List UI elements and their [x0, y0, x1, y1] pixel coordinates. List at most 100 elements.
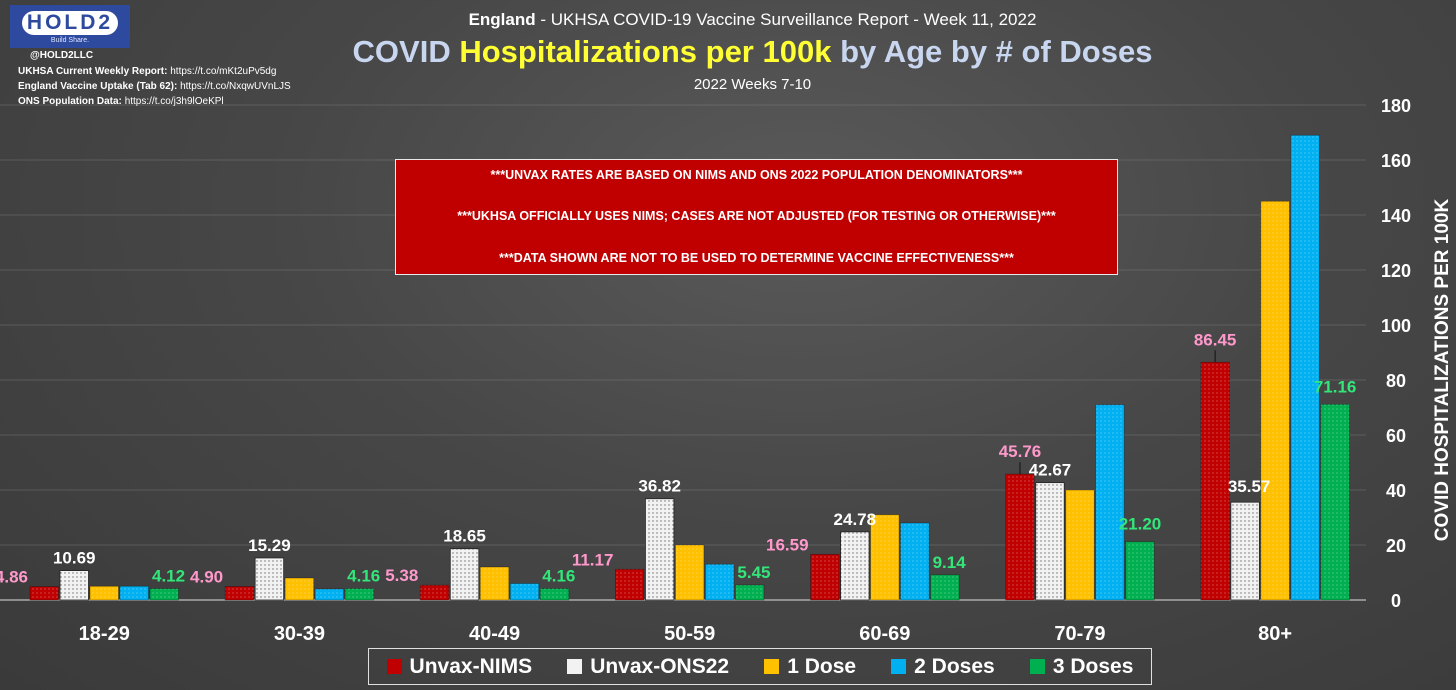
label-unvax-nims-18-29: 4.86	[0, 568, 28, 587]
source-ukhsa-label: UKHSA Current Weekly Report:	[18, 66, 168, 77]
y-tick-160: 160	[1381, 151, 1411, 171]
legend-label-unvax-nims: Unvax-NIMS	[409, 654, 533, 678]
bar-3-doses-30-39	[344, 588, 375, 601]
x-tick-70-79: 70-79	[1054, 623, 1105, 645]
legend-swatch-3-doses	[1029, 659, 1045, 674]
label-3-doses-30-39: 4.16	[347, 567, 380, 586]
source-ons-label: ONS Population Data:	[18, 96, 122, 107]
bar-2-doses-60-69	[900, 522, 930, 601]
bar-3-doses-60-69	[930, 574, 960, 601]
bar-2-doses-18-29	[119, 585, 149, 601]
label-3-doses-80: 71.16	[1314, 377, 1357, 396]
bar-unvax-nims-80	[1200, 361, 1230, 601]
disclaimer-box: ***UNVAX RATES ARE BASED ON NIMS AND ONS…	[395, 159, 1118, 275]
bar-1-dose-30-39	[284, 577, 315, 601]
bar-unvax-ons22-50-59	[645, 498, 675, 601]
x-tick-80: 80+	[1258, 623, 1292, 645]
source-uptake-label: England Vaccine Uptake (Tab 62):	[18, 81, 178, 92]
legend-item-1-dose[interactable]: 1 Dose	[764, 655, 856, 679]
label-unvax-nims-30-39: 4.90	[190, 568, 223, 587]
bar-unvax-nims-30-39	[224, 586, 255, 601]
label-3-doses-60-69: 9.14	[933, 553, 967, 572]
report-country: England	[468, 10, 536, 29]
chart-subtitle: 2022 Weeks 7-10	[693, 76, 812, 93]
legend-item-unvax-ons22[interactable]: Unvax-ONS22	[567, 655, 729, 679]
label-unvax-ons22-40-49: 18.65	[443, 527, 486, 546]
bar-1-dose-50-59	[675, 544, 705, 601]
x-tick-40-49: 40-49	[469, 623, 520, 645]
bar-2-doses-70-79	[1095, 404, 1125, 601]
legend-item-3-doses[interactable]: 3 Doses	[1029, 655, 1133, 679]
label-unvax-ons22-70-79: 42.67	[1029, 461, 1072, 480]
legend-swatch-1-dose	[764, 659, 780, 674]
disclaimer-line-1: ***UNVAX RATES ARE BASED ON NIMS AND ONS…	[490, 168, 1023, 182]
source-ons[interactable]: ONS Population Data: https://t.co/j3h9lO…	[18, 96, 224, 107]
label-unvax-ons22-50-59: 36.82	[638, 477, 681, 496]
title-part1: COVID	[352, 34, 460, 69]
bar-unvax-ons22-80	[1230, 501, 1260, 601]
legend: Unvax-NIMS Unvax-ONS22 1 Dose 2 Doses 3 …	[368, 648, 1152, 685]
bar-3-doses-50-59	[735, 584, 765, 601]
x-tick-50-59: 50-59	[664, 623, 715, 645]
logo-text: HOLD2	[22, 11, 118, 35]
disclaimer-line-3: ***DATA SHOWN ARE NOT TO BE USED TO DETE…	[499, 251, 1014, 265]
label-unvax-ons22-80: 35.57	[1228, 477, 1271, 496]
x-tick-60-69: 60-69	[859, 623, 910, 645]
label-unvax-nims-80: 86.45	[1194, 330, 1237, 349]
legend-swatch-unvax-nims	[386, 659, 402, 674]
legend-label-2-doses: 2 Doses	[914, 654, 995, 678]
bar-unvax-ons22-70-79	[1035, 482, 1065, 601]
chart-title: COVID Hospitalizations per 100k by Age b…	[0, 34, 1456, 70]
label-3-doses-18-29: 4.12	[152, 567, 185, 586]
y-tick-120: 120	[1381, 261, 1411, 281]
twitter-handle: @HOLD2LLC	[30, 50, 94, 61]
bar-unvax-nims-60-69	[810, 553, 840, 601]
bar-2-doses-50-59	[705, 563, 735, 601]
y-axis-ticks: 0 20 40 60 80 100 120 140 160 180	[1381, 96, 1411, 611]
y-tick-80: 80	[1386, 371, 1406, 391]
disclaimer-line-2: ***UKHSA OFFICIALLY USES NIMS; CASES ARE…	[457, 209, 1056, 223]
bar-unvax-ons22-60-69	[840, 531, 870, 601]
x-tick-30-39: 30-39	[274, 623, 325, 645]
source-uptake[interactable]: England Vaccine Uptake (Tab 62): https:/…	[18, 81, 291, 92]
legend-swatch-unvax-ons22	[567, 659, 583, 674]
legend-label-unvax-ons22: Unvax-ONS22	[590, 654, 730, 678]
label-unvax-ons22-18-29: 10.69	[53, 549, 96, 568]
bar-1-dose-40-49	[479, 566, 510, 601]
bar-3-doses-40-49	[539, 588, 570, 601]
label-3-doses-40-49: 4.16	[542, 567, 575, 586]
bar-3-doses-70-79	[1125, 541, 1155, 601]
y-tick-140: 140	[1381, 206, 1411, 226]
x-tick-18-29: 18-29	[79, 623, 130, 645]
y-tick-60: 60	[1386, 426, 1406, 446]
x-axis-ticks: 18-29 30-39 40-49 50-59 60-69 70-79 80+	[79, 623, 1292, 645]
y-tick-40: 40	[1386, 481, 1406, 501]
source-uptake-url[interactable]: https://t.co/NxqwUVnLJS	[180, 81, 291, 92]
logo-tagline: Build Share.	[50, 37, 90, 44]
legend-item-unvax-nims[interactable]: Unvax-NIMS	[386, 654, 533, 679]
bar-2-doses-40-49	[509, 583, 540, 601]
source-ukhsa-url[interactable]: https://t.co/mKt2uPv5dg	[170, 66, 277, 77]
y-axis-title: COVID HOSPITALIZATIONS PER 100K	[1432, 198, 1453, 542]
report-details: - UKHSA COVID-19 Vaccine Surveillance Re…	[535, 10, 1037, 29]
bar-unvax-nims-70-79	[1005, 473, 1035, 601]
label-unvax-nims-50-59: 11.17	[572, 550, 614, 569]
source-ons-url[interactable]: https://t.co/j3h9lOeKPl	[124, 96, 224, 107]
label-unvax-ons22-60-69: 24.78	[834, 510, 877, 529]
bar-unvax-nims-50-59	[615, 568, 645, 601]
label-unvax-ons22-30-39: 15.29	[248, 536, 291, 555]
hold2-logo: HOLD2 Build Share.	[10, 5, 130, 48]
legend-swatch-2-doses	[891, 659, 907, 674]
legend-item-2-doses[interactable]: 2 Doses	[891, 655, 995, 679]
bar-unvax-ons22-18-29	[59, 570, 89, 601]
bar-unvax-ons22-30-39	[254, 557, 285, 601]
source-ukhsa[interactable]: UKHSA Current Weekly Report: https://t.c…	[18, 66, 276, 77]
y-tick-100: 100	[1381, 316, 1411, 336]
y-tick-20: 20	[1386, 536, 1406, 556]
bar-3-doses-18-29	[149, 588, 179, 601]
title-part2: by Age by # of Doses	[831, 34, 1153, 69]
bar-2-doses-30-39	[314, 588, 345, 601]
label-unvax-nims-60-69: 16.59	[766, 535, 809, 554]
bar-unvax-nims-40-49	[419, 584, 450, 601]
